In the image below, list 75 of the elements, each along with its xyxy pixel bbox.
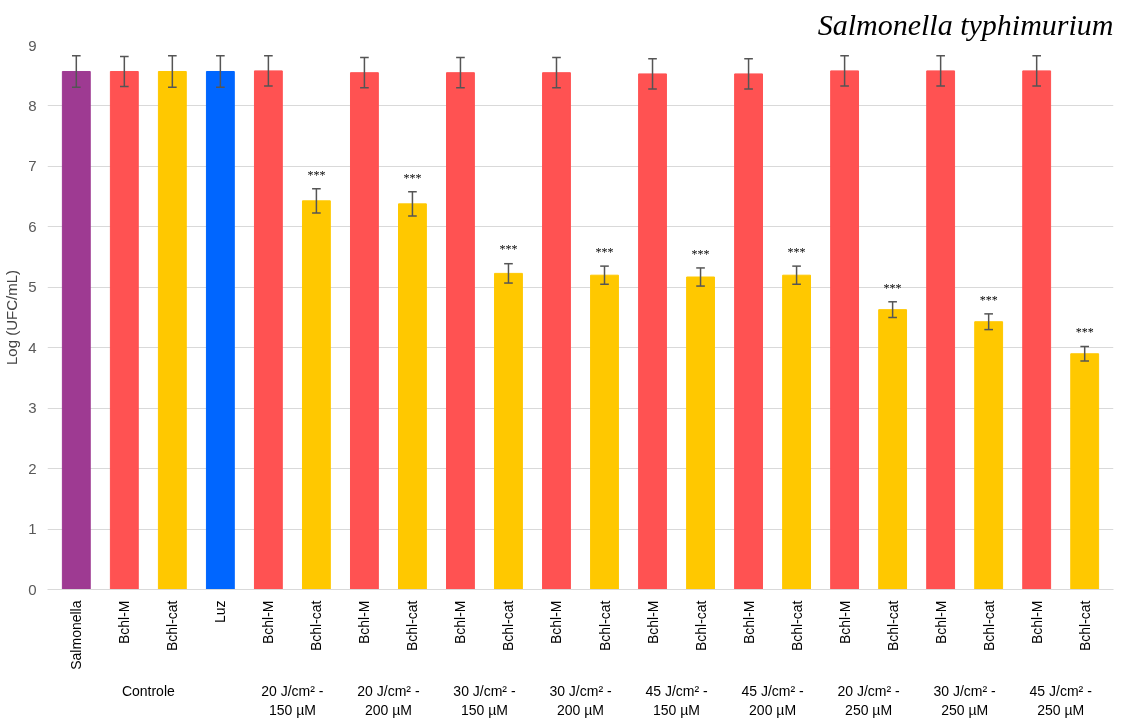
- bar: [494, 272, 523, 590]
- text: 45 J/cm² - 150 µM: [645, 682, 708, 718]
- y-tick-label: 2: [28, 459, 37, 477]
- bar: [590, 274, 619, 590]
- x-tick-label: Bchl-M: [452, 600, 469, 645]
- x-tick-label: Luz: [212, 600, 229, 624]
- bar: [542, 72, 571, 590]
- y-tick-label: 6: [28, 217, 37, 235]
- y-axis-title: Log (UFC/mL): [3, 269, 21, 366]
- x-tick-label: Bchl-M: [644, 600, 661, 645]
- x-tick-label: Bchl-cat: [788, 600, 805, 652]
- bar: [974, 321, 1004, 590]
- bar: [253, 70, 283, 590]
- text: 20 J/cm² - 150 µM: [261, 682, 324, 718]
- x-tick-label: Bchl-cat: [500, 600, 517, 652]
- data-label: ***: [1075, 325, 1094, 340]
- text: 30 J/cm² - 200 µM: [549, 682, 612, 718]
- x-tick-label: Bchl-cat: [596, 600, 613, 652]
- x-tick-label: Bchl-M: [116, 600, 133, 645]
- x-tick-label: Bchl-cat: [884, 600, 901, 652]
- data-label: ***: [307, 167, 326, 182]
- bar: [926, 70, 956, 590]
- bar: [109, 70, 139, 590]
- y-tick-label: 7: [28, 157, 37, 175]
- bar: [686, 276, 715, 590]
- data-label: ***: [403, 170, 422, 185]
- x-tick-label: Bchl-cat: [404, 600, 421, 652]
- x-tick-label: Salmonella: [68, 600, 85, 670]
- text: Controle: [121, 682, 176, 699]
- y-tick-label: 0: [28, 580, 37, 598]
- data-label: ***: [979, 292, 998, 307]
- chart-title: Salmonella typhimurium: [817, 7, 1114, 41]
- x-tick-label: Bchl-cat: [980, 600, 997, 652]
- bar: [734, 73, 763, 590]
- y-tick-label: 5: [28, 278, 37, 296]
- bar: [61, 70, 91, 590]
- x-tick-label: Bchl-M: [548, 600, 565, 645]
- text: 30 J/cm² - 150 µM: [453, 682, 516, 718]
- bar: [638, 73, 667, 590]
- x-tick-label: Bchl-M: [356, 600, 373, 645]
- x-tick-label: Bchl-cat: [1076, 600, 1093, 652]
- y-tick-label: 1: [28, 520, 37, 538]
- x-tick-label: Bchl-cat: [164, 600, 181, 652]
- text: 30 J/cm² - 250 µM: [933, 682, 997, 718]
- text: 20 J/cm² - 200 µM: [357, 682, 420, 718]
- bar: [782, 274, 812, 590]
- bar: [301, 200, 331, 590]
- bar: [446, 72, 475, 590]
- bar: [1070, 353, 1100, 590]
- bar: [157, 70, 187, 590]
- x-tick-label: Bchl-M: [1028, 600, 1045, 645]
- x-tick-label: Bchl-M: [932, 600, 949, 645]
- x-tick-label: Bchl-M: [260, 600, 277, 645]
- y-tick-label: 4: [28, 338, 37, 356]
- bar: [1022, 70, 1052, 590]
- x-tick-label: Bchl-M: [836, 600, 853, 645]
- data-label: ***: [883, 280, 902, 295]
- y-tick-label: 9: [28, 36, 37, 54]
- bar: [830, 70, 860, 590]
- y-tick-label: 3: [28, 399, 37, 417]
- bar: [205, 70, 235, 590]
- bar: [349, 72, 379, 590]
- x-tick-label: Bchl-cat: [308, 600, 325, 652]
- data-label: ***: [691, 246, 710, 261]
- bar: [398, 203, 427, 590]
- data-label: ***: [595, 244, 614, 259]
- text: 45 J/cm² - 250 µM: [1029, 682, 1093, 718]
- text: 45 J/cm² - 200 µM: [741, 682, 805, 718]
- x-tick-label: Bchl-M: [740, 600, 757, 645]
- y-tick-label: 8: [28, 96, 37, 114]
- x-tick-label: Bchl-cat: [692, 600, 709, 652]
- bar: [878, 309, 908, 590]
- data-label: ***: [787, 244, 806, 259]
- text: 20 J/cm² - 250 µM: [837, 682, 901, 718]
- data-label: ***: [499, 242, 518, 257]
